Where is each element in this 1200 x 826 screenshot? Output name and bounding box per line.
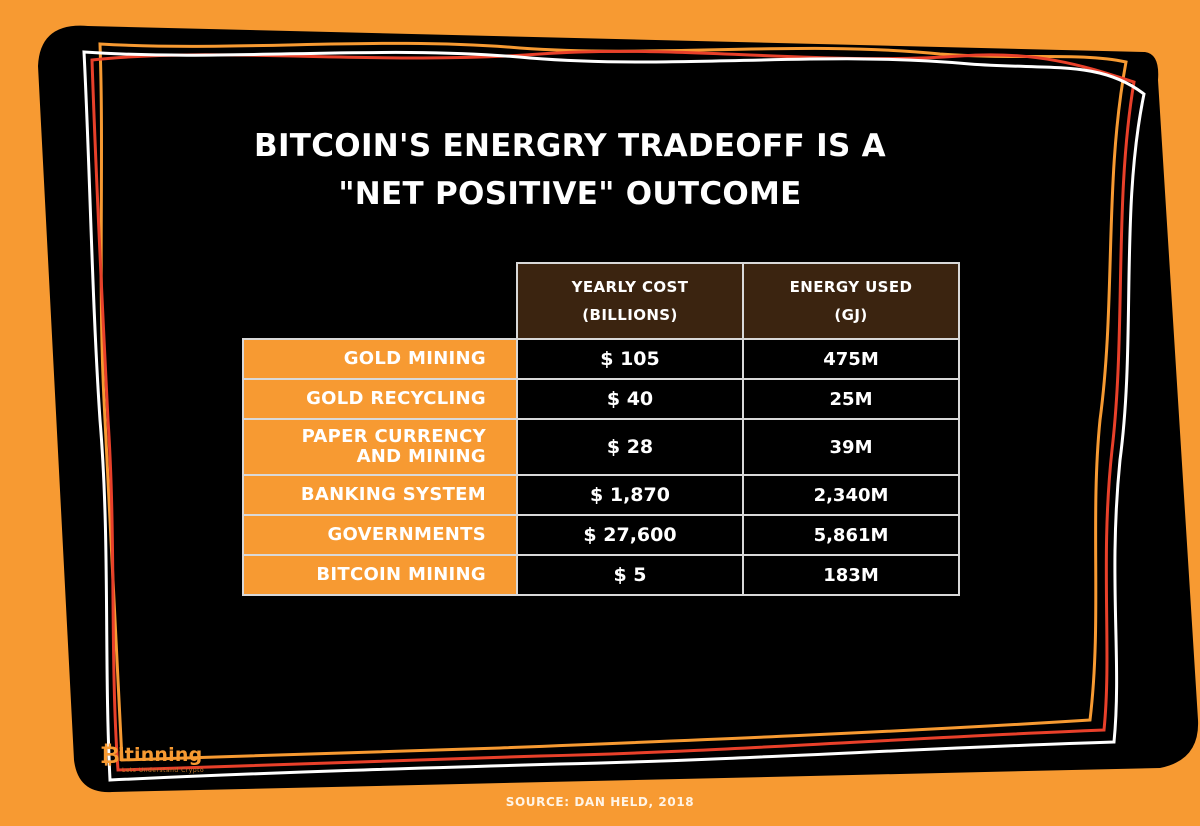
row-label-line: AND MINING <box>356 446 486 467</box>
energy-cell: 5,861M <box>742 514 960 556</box>
row-label-line: GOLD MINING <box>343 348 486 369</box>
row-label-line: PAPER CURRENCY <box>301 426 486 447</box>
column-header-energy-used: ENERGY USED (GJ) <box>742 262 960 340</box>
table-row: GOLD MINING $ 105 475M <box>242 338 960 380</box>
row-label-bitcoin-mining: BITCOIN MINING <box>242 554 518 596</box>
logo-tagline: Lets Understand Crypto <box>122 767 205 774</box>
table-row: GOLD RECYCLING $ 40 25M <box>242 378 960 420</box>
cost-cell: $ 27,600 <box>516 514 744 556</box>
header-row: YEARLY COST (BILLIONS) ENERGY USED (GJ) <box>243 262 960 340</box>
energy-cell: 25M <box>742 378 960 420</box>
title-line-1: BITCOIN'S ENERGRY TRADEOFF IS A <box>140 122 1000 170</box>
energy-comparison-table: YEARLY COST (BILLIONS) ENERGY USED (GJ) … <box>242 262 960 596</box>
bitcoin-logo-icon: ₿ <box>100 741 120 769</box>
column-header-unit: (GJ) <box>834 306 868 324</box>
row-label-banking-system: BANKING SYSTEM <box>242 474 518 516</box>
table-row: GOVERNMENTS $ 27,600 5,861M <box>242 514 960 556</box>
column-header-line: ENERGY USED <box>789 278 913 296</box>
cost-cell: $ 5 <box>516 554 744 596</box>
title-line-1-rest: ENERGRY TRADEOFF IS A <box>431 128 886 164</box>
header-blank-cell <box>243 263 517 339</box>
frame-line-white <box>82 50 1146 782</box>
cost-cell: $ 105 <box>516 338 744 380</box>
row-label-governments: GOVERNMENTS <box>242 514 518 556</box>
cost-cell: $ 1,870 <box>516 474 744 516</box>
cost-cell: $ 28 <box>516 418 744 476</box>
energy-cell: 475M <box>742 338 960 380</box>
row-label-line: GOLD RECYCLING <box>306 388 486 409</box>
cost-cell: $ 40 <box>516 378 744 420</box>
row-label-paper-currency: PAPER CURRENCY AND MINING <box>242 418 518 476</box>
column-header-unit: (BILLIONS) <box>582 306 678 324</box>
source-credit: SOURCE: DAN HELD, 2018 <box>505 795 695 809</box>
row-label-gold-mining: GOLD MINING <box>242 338 518 380</box>
energy-cell: 2,340M <box>742 474 960 516</box>
title-brand: BITCOIN'S <box>254 128 432 164</box>
logo-wordmark: itinning <box>118 744 203 766</box>
energy-cell: 183M <box>742 554 960 596</box>
table-row: BANKING SYSTEM $ 1,870 2,340M <box>242 474 960 516</box>
title-line-2: "NET POSITIVE" OUTCOME <box>338 176 802 212</box>
row-label-line: BANKING SYSTEM <box>300 484 486 505</box>
column-header-line: YEARLY COST <box>571 278 689 296</box>
energy-cell: 39M <box>742 418 960 476</box>
table-row: BITCOIN MINING $ 5 183M <box>242 554 960 596</box>
chart-title: BITCOIN'S ENERGRY TRADEOFF IS A "NET POS… <box>140 122 1000 218</box>
table-row: PAPER CURRENCY AND MINING $ 28 39M <box>242 418 960 476</box>
frame-line-red <box>90 49 1136 772</box>
bitinning-logo: ₿ itinning Lets Understand Crypto <box>100 740 210 774</box>
column-header-yearly-cost: YEARLY COST (BILLIONS) <box>516 262 744 340</box>
row-label-line: GOVERNMENTS <box>327 524 486 545</box>
row-label-gold-recycling: GOLD RECYCLING <box>242 378 518 420</box>
row-label-line: BITCOIN MINING <box>316 564 486 585</box>
